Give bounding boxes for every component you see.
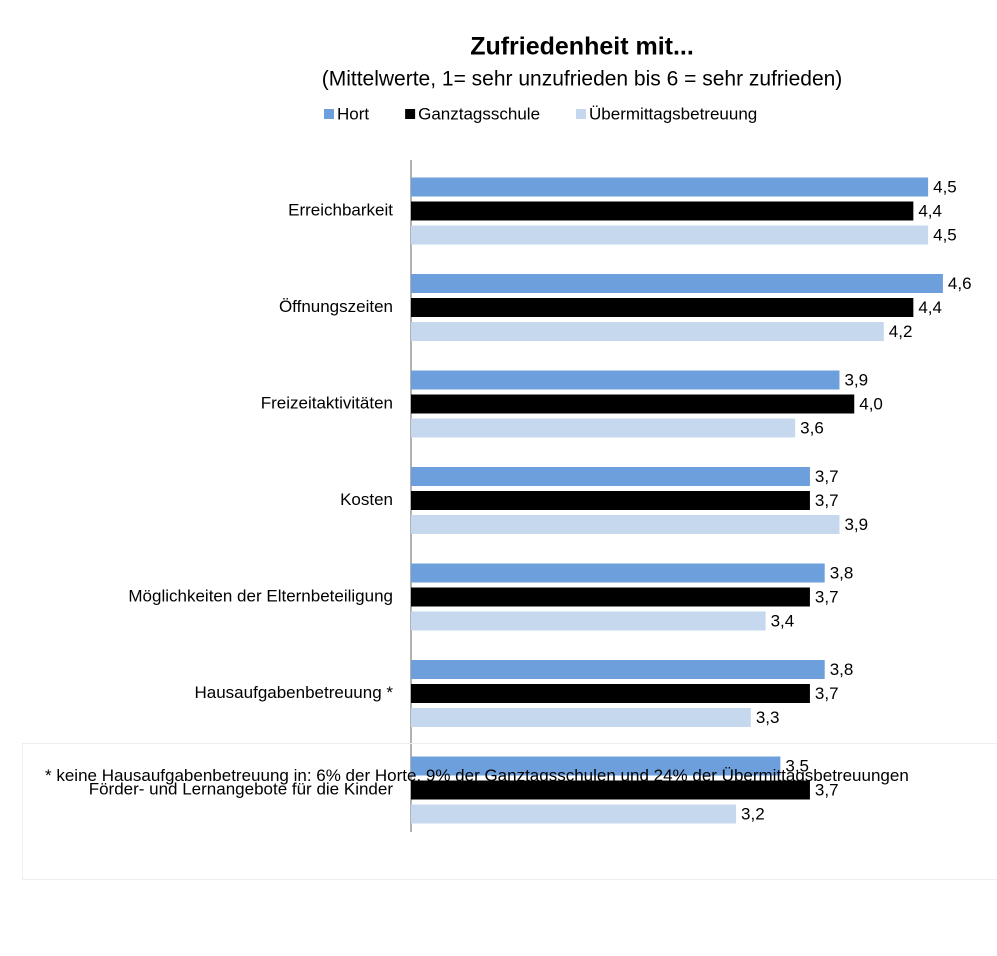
data-label: 4,2	[889, 322, 913, 341]
data-label: 3,9	[844, 370, 868, 389]
data-label: 4,0	[859, 394, 883, 413]
bar	[411, 708, 751, 727]
data-label: 4,4	[918, 298, 942, 317]
bar	[411, 684, 810, 703]
bar	[411, 274, 943, 293]
data-label: 3,6	[800, 418, 824, 437]
data-label: 3,3	[756, 708, 780, 727]
data-label: 3,2	[741, 804, 765, 823]
data-label: 4,6	[948, 274, 972, 293]
y-tick-label: Förder- und Lernangebote für die Kinder	[89, 779, 394, 798]
bar	[411, 225, 929, 245]
bar	[411, 804, 737, 824]
bar	[411, 660, 825, 679]
y-tick-label: Möglichkeiten der Elternbeteiligung	[128, 586, 393, 605]
bar	[411, 322, 884, 341]
bar	[411, 177, 929, 197]
y-tick-label: Freizeitaktivitäten	[261, 393, 393, 412]
bar	[411, 611, 766, 631]
data-label: 4,5	[933, 225, 957, 244]
data-label: 3,7	[815, 491, 839, 510]
bar	[411, 515, 840, 534]
data-label: 4,5	[933, 177, 957, 196]
y-tick-label: Öffnungszeiten	[279, 297, 393, 316]
bar	[411, 394, 855, 414]
data-label: 3,8	[830, 660, 854, 679]
data-label: 3,5	[785, 756, 809, 775]
data-label: 3,7	[815, 587, 839, 606]
data-label: 3,7	[815, 684, 839, 703]
bar	[411, 467, 810, 486]
footnote: * keine Hausaufgabenbetreuung in: 6% der…	[45, 766, 909, 785]
legend-label: Ganztagsschule	[418, 104, 540, 123]
bar	[411, 370, 840, 390]
data-label: 3,7	[815, 780, 839, 799]
bar	[411, 491, 810, 510]
bar	[411, 563, 825, 583]
legend-label: Übermittagsbetreuung	[589, 104, 757, 123]
y-tick-label: Erreichbarkeit	[288, 200, 393, 219]
bar	[411, 587, 810, 607]
legend-label: Hort	[337, 104, 369, 123]
data-label: 3,9	[844, 515, 868, 534]
bar	[411, 756, 781, 776]
data-label: 4,4	[918, 201, 942, 220]
y-tick-label: Kosten	[340, 490, 393, 509]
data-label: 3,8	[830, 563, 854, 582]
legend-swatch	[324, 109, 334, 119]
bar	[411, 201, 914, 221]
data-label: 3,7	[815, 467, 839, 486]
chart-title: Zufriedenheit mit...	[470, 33, 694, 61]
bar	[411, 298, 914, 317]
chart-subtitle: (Mittelwerte, 1= sehr unzufrieden bis 6 …	[322, 68, 843, 91]
data-label: 3,4	[771, 611, 795, 630]
footnote-box: * keine Hausaufgabenbetreuung in: 6% der…	[22, 743, 997, 880]
legend-swatch	[576, 109, 587, 119]
y-tick-label: Hausaufgabenbetreuung *	[195, 683, 394, 702]
bar	[411, 418, 796, 438]
legend-swatch	[405, 109, 416, 119]
bar	[411, 780, 810, 800]
